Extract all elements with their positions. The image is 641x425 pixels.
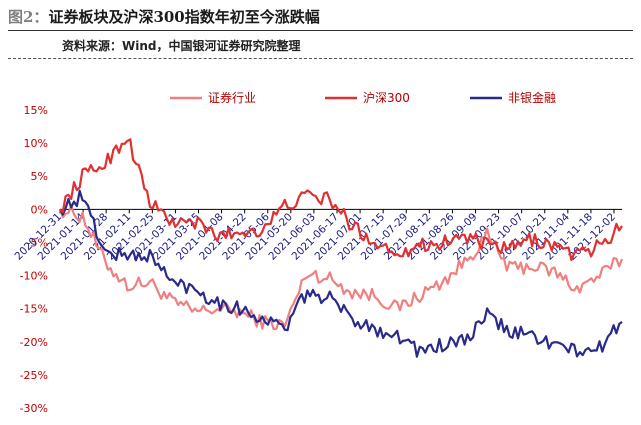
y-tick-label: -25%: [20, 369, 48, 382]
figure-title: 图2：证券板块及沪深300指数年初至今涨跌幅: [8, 6, 320, 27]
source-note: 资料来源：Wind，中国银河证券研究院整理: [62, 39, 301, 53]
title-divider: [8, 30, 633, 31]
series-line-0: [58, 204, 624, 331]
y-tick-label: -20%: [20, 336, 48, 349]
y-axis: 15% 10% 5% 0% -5% -10% -15% -20% -25% -30%: [20, 104, 48, 415]
series-line-2: [59, 189, 623, 358]
legend-label: 证券行业: [208, 90, 256, 105]
figure-title-text: 证券板块及沪深300指数年初至今涨跌幅: [48, 8, 320, 26]
source-divider: [8, 58, 633, 59]
y-tick-label: 5%: [31, 170, 48, 183]
legend-label: 沪深300: [363, 91, 410, 105]
y-tick-label: -10%: [20, 270, 48, 283]
y-tick-label: -5%: [27, 236, 48, 249]
legend-label: 非银金融: [508, 90, 556, 105]
figure-label: 图2：: [8, 8, 49, 26]
y-tick-label: 15%: [24, 104, 48, 117]
y-tick-label: -30%: [20, 402, 48, 415]
legend: 证券行业 沪深300 非银金融: [170, 90, 556, 105]
y-tick-label: 10%: [24, 137, 48, 150]
y-tick-label: -15%: [20, 303, 48, 316]
y-tick-label: 0%: [31, 203, 48, 216]
series-line-1: [59, 138, 623, 262]
series-layer: [58, 138, 624, 358]
